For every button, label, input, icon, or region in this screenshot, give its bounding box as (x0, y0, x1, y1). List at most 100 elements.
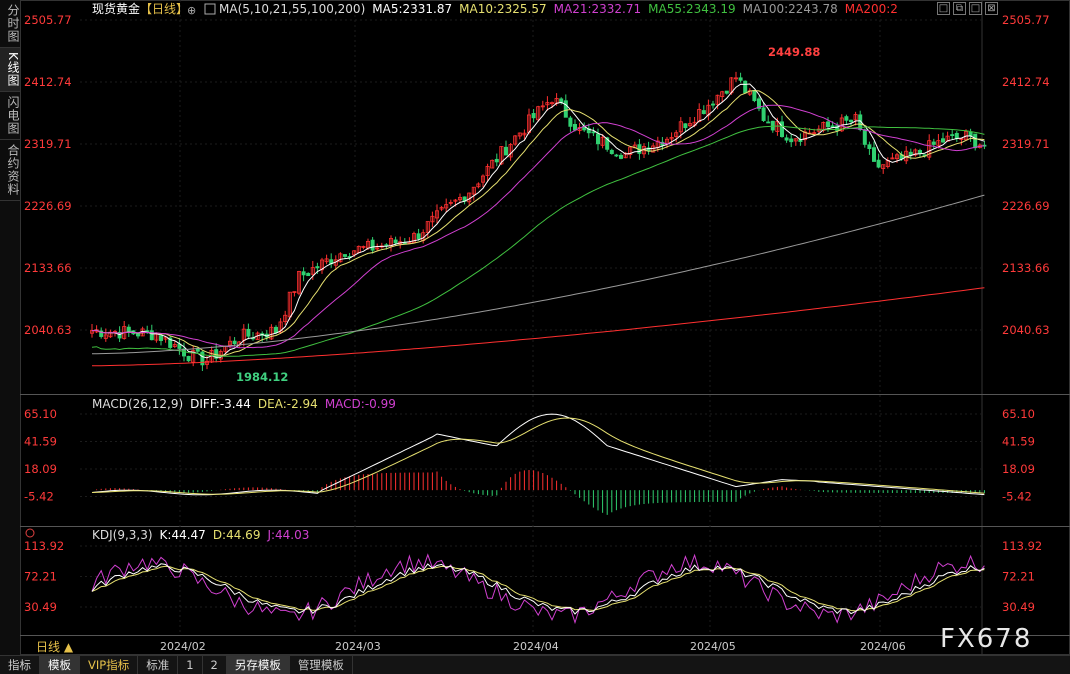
ma21-line (91, 104, 985, 349)
macd_panel-tick-label: 18.09 (1002, 462, 1035, 476)
candle-body (651, 145, 656, 153)
candle-body (862, 129, 867, 145)
kdj-legend-item: KDJ(9,3,3) (92, 528, 153, 542)
candle-body (724, 90, 729, 94)
ma5-line (91, 83, 985, 359)
kdj-plot[interactable] (91, 553, 985, 625)
candle-body (812, 132, 817, 135)
candle-body (117, 331, 122, 339)
candle-body (439, 207, 444, 210)
window-button-2[interactable]: □ (969, 2, 982, 15)
month-label: 2024/04 (513, 640, 559, 653)
candle-body (126, 326, 131, 332)
candle-body (913, 149, 918, 156)
main_panel-tick-label: 2226.69 (24, 199, 72, 213)
window-button-3[interactable]: ⊠ (985, 2, 998, 15)
candle-body (499, 146, 504, 165)
sidebar-tab-3[interactable]: 合约资料 (0, 140, 20, 201)
indicator-icon[interactable] (204, 3, 216, 15)
candle-body (375, 247, 380, 250)
candle-body (540, 105, 545, 108)
candle-body (227, 340, 232, 346)
candle-body (936, 140, 941, 146)
candle-body (370, 239, 375, 251)
settings-icon[interactable]: ⊕ (187, 4, 196, 17)
sidebar-tab-0[interactable]: 分时图 (0, 0, 20, 48)
month-label: 2024/05 (690, 640, 736, 653)
macd_panel-tick-label: -5.42 (1002, 490, 1032, 504)
candle-body (931, 141, 936, 145)
window-button-0[interactable]: □ (937, 2, 950, 15)
bottom-tab-2[interactable]: VIP指标 (80, 656, 139, 674)
candle-body (103, 334, 108, 339)
candle-body (99, 330, 104, 337)
main_panel-tick-label: 2412.74 (1002, 75, 1050, 89)
candle-body (306, 272, 311, 277)
kdj_panel-tick-label: 113.92 (1002, 539, 1042, 553)
candle-body (232, 340, 237, 345)
candle-body (623, 152, 628, 159)
sidebar: 分时图 K线图 闪电图 合约资料 (0, 0, 21, 655)
period-label[interactable]: 【日线】 (140, 2, 188, 16)
candlestick-plot[interactable] (90, 71, 987, 371)
ma-legend-item: MA21:2332.71 (554, 2, 642, 16)
sidebar-tab-1[interactable]: K线图 (0, 48, 20, 92)
candle-body (204, 360, 209, 365)
macd_panel-tick-label: 41.59 (24, 435, 57, 449)
candle-body (591, 131, 596, 134)
kdj-legend-item: K:44.47 (160, 528, 206, 542)
macd_panel-tick-label: 41.59 (1002, 435, 1035, 449)
ma-legend: MA(5,10,21,55,100,200) MA5:2331.87 MA10:23… (219, 2, 898, 16)
candle-body (844, 116, 849, 121)
candle-body (508, 144, 513, 158)
main_panel-tick-label: 2040.63 (24, 323, 72, 337)
macd_panel-tick-label: 18.09 (24, 462, 57, 476)
candle-body (531, 113, 536, 119)
candle-body (780, 121, 785, 137)
sidebar-tab-2[interactable]: 闪电图 (0, 92, 20, 140)
candle-body (490, 159, 495, 169)
bottom-tab-4[interactable]: 1 (178, 656, 203, 674)
candle-body (701, 110, 706, 114)
kdj-settings-icon[interactable] (25, 528, 35, 538)
candle-body (660, 141, 665, 146)
candle-body (494, 158, 499, 163)
ma-legend-item: MA55:2343.19 (648, 2, 736, 16)
bottom-tab-5[interactable]: 2 (203, 656, 227, 674)
kline-chart[interactable]: 现货黄金 【日线】 ⊕ MA(5,10,21,55,100,200) MA5:23… (20, 0, 1070, 655)
candle-body (715, 94, 720, 105)
period-selector[interactable]: 日线 ▲ (36, 640, 74, 654)
candle-body (310, 267, 315, 275)
instrument-name: 现货黄金 (92, 1, 140, 16)
candle-body (136, 333, 141, 337)
candle-body (734, 77, 739, 80)
main_panel-tick-label: 2505.77 (1002, 13, 1050, 27)
bottom-tab-3[interactable]: 标准 (138, 656, 179, 674)
high-annotation: 2449.88 (768, 45, 820, 59)
ma-legend-item: MA5:2331.87 (372, 2, 452, 16)
candle-body (352, 250, 357, 256)
candle-body (678, 121, 683, 133)
month-label: 2024/03 (335, 640, 381, 653)
candle-body (342, 254, 347, 257)
ma10-line (91, 90, 985, 356)
bottom-tab-6[interactable]: 另存模板 (226, 656, 290, 674)
candle-body (513, 135, 518, 145)
candle-body (752, 90, 757, 102)
candle-body (605, 137, 610, 150)
main_panel-tick-label: 2226.69 (1002, 199, 1050, 213)
bottom-tab-7[interactable]: 管理模板 (290, 656, 353, 674)
watermark-logo: FX678 (940, 624, 1032, 654)
window-button-1[interactable]: ⧉ (953, 2, 966, 15)
main_panel-tick-label: 2505.77 (24, 13, 72, 27)
bottom-tab-0[interactable]: 指标 (0, 656, 40, 674)
candle-body (195, 348, 200, 352)
kdj_panel-tick-label: 30.49 (1002, 600, 1035, 614)
price-axis-labels: 2505.77 2505.77 2412.74 2412.74 2319.71 2319.… (24, 13, 1050, 614)
candle-body (338, 253, 343, 263)
candle-body (614, 154, 619, 157)
macd-plot[interactable] (91, 413, 985, 515)
candle-body (609, 149, 614, 154)
candle-body (430, 215, 435, 223)
bottom-tab-1[interactable]: 模板 (40, 656, 80, 674)
